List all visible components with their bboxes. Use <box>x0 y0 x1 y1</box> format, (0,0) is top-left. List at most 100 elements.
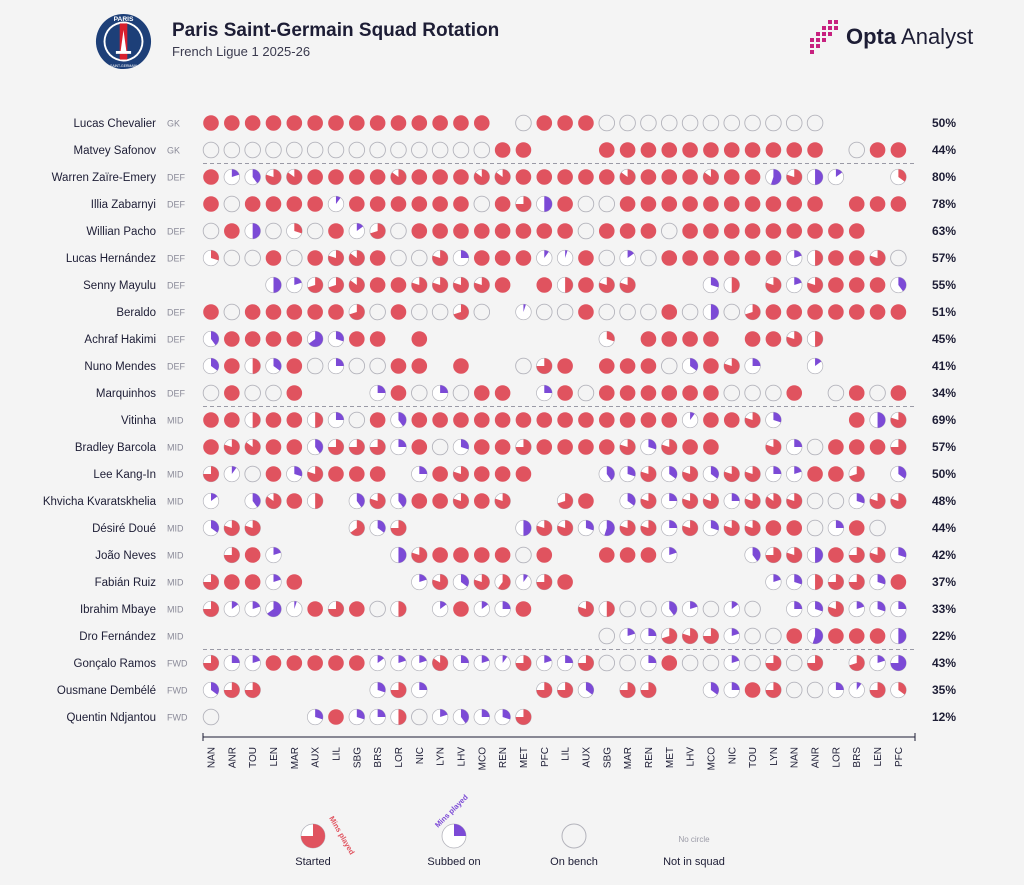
started-wedge <box>869 682 886 698</box>
subbed-wedge <box>669 520 678 528</box>
started-dot <box>453 115 469 131</box>
bench-circle <box>431 438 449 456</box>
subbed-wedge <box>731 682 740 690</box>
subbed-wedge <box>690 358 698 371</box>
started-dot <box>682 331 698 347</box>
started-wedge <box>224 547 240 563</box>
bench-circle <box>723 384 741 402</box>
started-wedge <box>807 655 823 671</box>
started-wedge <box>307 277 323 293</box>
subbed-wedge <box>710 520 719 531</box>
bench-circle <box>327 141 345 159</box>
subbed-wedge <box>440 385 448 393</box>
started-dot <box>369 412 386 428</box>
bench-circle <box>744 627 761 645</box>
started-dot <box>286 196 303 212</box>
subbed-wedge <box>273 547 281 555</box>
legend-bench-circle <box>561 823 587 849</box>
bench-circle <box>869 519 886 537</box>
bench-circle <box>890 249 907 267</box>
started-wedge <box>536 358 553 374</box>
started-wedge <box>252 412 261 428</box>
started-dot <box>578 169 594 185</box>
player-position: GK <box>167 146 180 156</box>
bench-circle <box>744 114 761 132</box>
crest-text-bottom: SAINT-GERMAIN <box>110 64 137 68</box>
started-wedge <box>619 682 636 698</box>
player-position: MID <box>167 524 184 534</box>
started-dot <box>557 196 573 212</box>
bench-circle <box>806 681 824 699</box>
bench-circle <box>598 303 616 321</box>
subbed-wedge <box>544 250 549 258</box>
match-label: NIC <box>415 747 426 764</box>
subbed-wedge <box>877 412 886 428</box>
started-wedge <box>890 412 907 428</box>
player-row: Achraf Hakimi DEF 45% <box>84 330 956 348</box>
player-row: Marquinhos DEF 34% <box>96 384 956 402</box>
started-wedge <box>398 709 407 725</box>
subbed-wedge <box>669 493 678 501</box>
started-wedge <box>557 682 573 698</box>
started-wedge <box>224 520 240 536</box>
subbed-wedge <box>690 601 698 609</box>
started-wedge <box>765 277 782 293</box>
subbed-wedge <box>794 601 803 609</box>
started-dot <box>869 439 886 455</box>
subbed-wedge <box>315 709 323 720</box>
started-dot <box>390 358 407 374</box>
subbed-wedge <box>877 574 886 585</box>
started-dot <box>828 250 844 266</box>
started-dot <box>307 655 323 671</box>
started-wedge <box>315 412 323 428</box>
started-dot <box>640 547 657 563</box>
player-position: FWD <box>167 659 188 669</box>
player-percentage: 57% <box>932 251 956 265</box>
started-wedge <box>640 493 657 509</box>
started-wedge <box>349 439 365 455</box>
started-wedge <box>252 358 261 374</box>
started-dot <box>890 385 907 401</box>
started-dot <box>869 196 886 212</box>
started-dot <box>494 412 511 428</box>
started-wedge <box>244 439 261 455</box>
match-label: BRS <box>852 747 863 768</box>
subbed-wedge <box>794 439 803 447</box>
subbed-wedge <box>627 250 634 258</box>
legend-started-mins-label: Mins played <box>327 815 356 857</box>
bench-circle <box>473 141 491 159</box>
started-wedge <box>703 628 719 644</box>
subbed-wedge <box>502 709 511 720</box>
subbed-wedge <box>481 601 489 609</box>
started-dot <box>828 439 844 455</box>
subbed-wedge <box>815 601 823 612</box>
started-dot <box>890 142 907 158</box>
bench-circle <box>390 249 407 267</box>
started-dot <box>265 655 282 671</box>
match-label: LYN <box>769 747 780 766</box>
bench-circle <box>515 546 532 564</box>
started-dot <box>557 574 573 590</box>
started-dot <box>848 223 865 239</box>
player-row: Quentin Ndjantou FWD 12% <box>66 708 956 726</box>
player-name: Khvicha Kvaratskhelia <box>43 496 157 508</box>
subbed-wedge <box>273 574 281 582</box>
started-dot <box>619 142 636 158</box>
started-dot <box>349 331 365 347</box>
started-dot <box>578 250 594 266</box>
started-dot <box>786 385 803 401</box>
started-dot <box>515 601 532 617</box>
player-name: Lucas Chevalier <box>74 118 157 130</box>
started-dot <box>265 196 282 212</box>
bench-circle <box>619 303 636 321</box>
started-wedge <box>682 466 698 482</box>
bench-circle <box>598 249 616 267</box>
subbed-wedge <box>627 628 636 636</box>
started-dot <box>432 547 448 563</box>
legend-bench-label: On bench <box>550 856 598 868</box>
started-wedge <box>723 358 740 374</box>
started-dot <box>411 439 428 455</box>
subbed-wedge <box>398 493 407 508</box>
subbed-wedge <box>356 493 365 508</box>
bench-circle <box>640 114 657 132</box>
